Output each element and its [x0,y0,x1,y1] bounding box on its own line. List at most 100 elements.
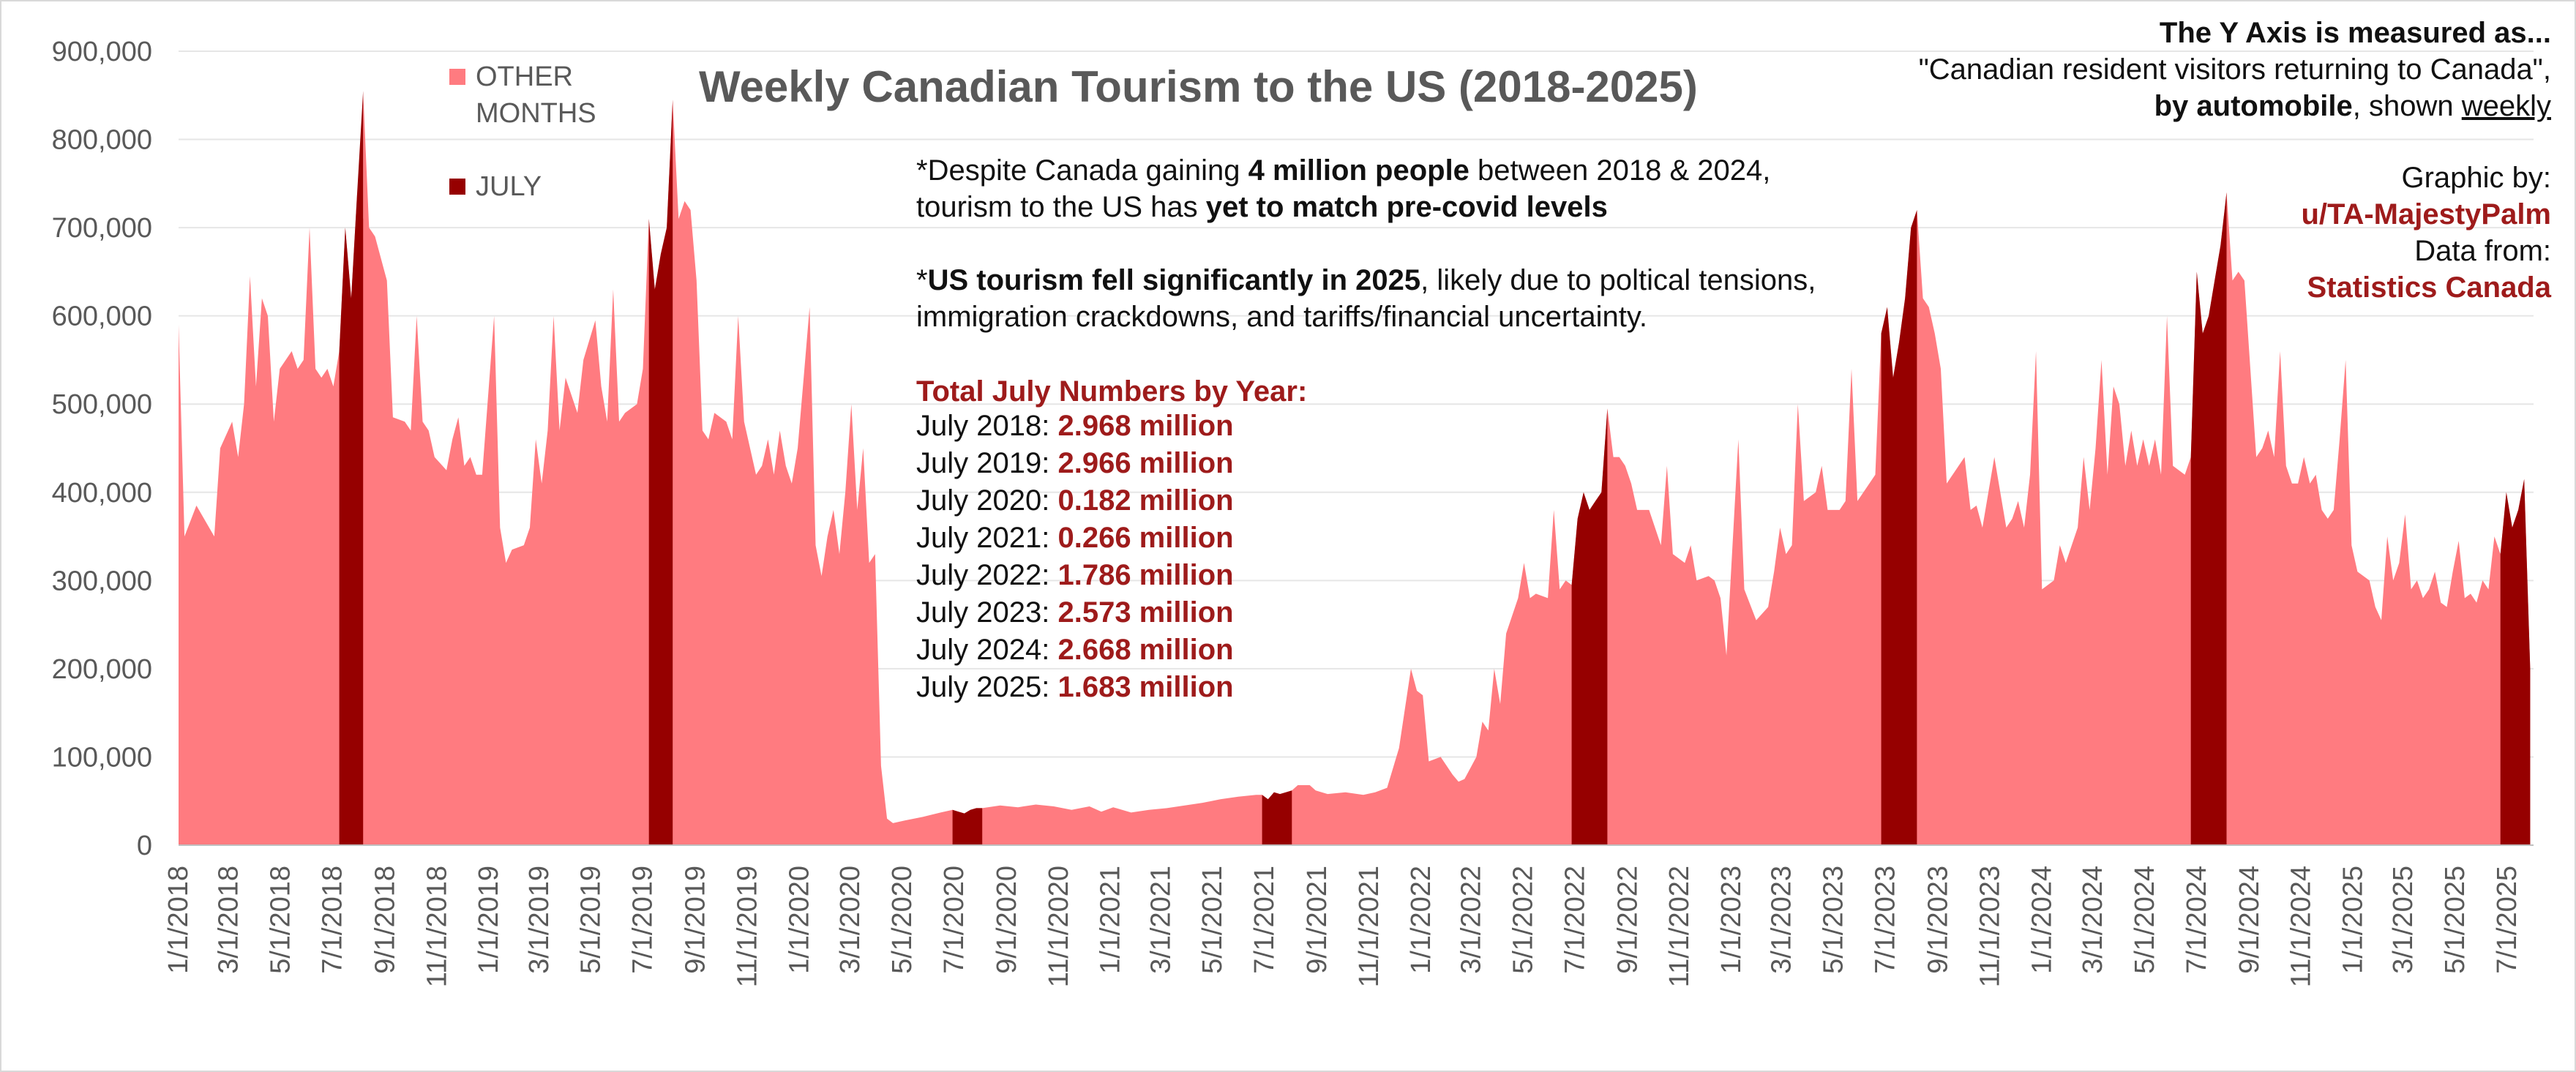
x-tick-label: 7/1/2018 [317,866,348,974]
chart-title: Weekly Canadian Tourism to the US (2018-… [699,62,1698,111]
axis-note: The Y Axis is measured as... "Canadian r… [1919,15,2551,124]
axis-note-line-2: "Canadian resident visitors returning to… [1918,53,2551,86]
series-area-july [2190,192,2227,845]
july-total-label: July 2024: [916,634,1058,666]
credits-author: u/TA-MajestyPalm [2301,198,2551,230]
note-text: * [916,264,928,296]
y-tick-label: 0 [137,831,152,861]
credits: Graphic by: u/TA-MajestyPalm Data from: … [2301,160,2551,306]
july-total-row: July 2021: 0.266 million [916,522,1234,555]
x-tick-label: 7/1/2024 [2182,866,2212,974]
x-tick-label: 5/1/2023 [1819,866,1849,974]
note-line-1: *Despite Canada gaining 4 million people… [916,152,1770,189]
x-tick-label: 7/1/2023 [1870,866,1901,974]
x-tick-label: 5/1/2021 [1197,866,1228,974]
x-tick-label: 9/1/2024 [2234,866,2265,974]
july-total-row: July 2019: 2.966 million [916,447,1234,480]
axis-note-line-1: The Y Axis is measured as... [2159,17,2551,49]
july-total-value: 2.966 million [1057,447,1234,479]
july-total-label: July 2019: [916,447,1058,479]
x-tick-label: 5/1/2025 [2440,866,2471,974]
x-axis: 1/1/2018 3/1/2018 5/1/2018 7/1/2018 9/1/2018… [163,866,2523,987]
series-area-july [1571,408,1608,845]
x-tick-label: 9/1/2019 [681,866,711,974]
x-tick-label: 3/1/2022 [1456,866,1486,974]
credits-data-label: Data from: [2414,235,2551,267]
x-tick-label: 7/1/2019 [628,866,659,974]
july-total-row: July 2024: 2.668 million [916,634,1234,667]
x-tick-label: 11/1/2023 [1974,866,2005,987]
note-bold: yet to match pre-covid levels [1205,191,1608,223]
y-tick-label: 800,000 [52,125,152,156]
legend-label-july: JULY [476,171,542,202]
x-tick-label: 1/1/2018 [163,866,194,974]
july-total-row: July 2018: 2.968 million [916,410,1234,443]
legend-label-other-2: MONTHS [476,98,596,129]
x-tick-label: 9/1/2022 [1612,866,1643,974]
note-text: immigration crackdowns, and tariffs/fina… [916,301,1647,333]
note-line-3: *US tourism fell significantly in 2025, … [916,262,1816,299]
legend-swatch-other [449,69,465,85]
series-area-july [1262,790,1292,845]
x-tick-label: 3/1/2020 [835,866,866,974]
series-area-july [2500,479,2531,845]
x-tick-label: 5/1/2019 [576,866,607,974]
july-total-label: July 2023: [916,596,1058,629]
y-tick-label: 600,000 [52,301,152,332]
x-tick-label: 7/1/2020 [939,866,970,974]
note-bold: 4 million people [1248,154,1469,187]
july-total-value: 2.968 million [1057,410,1234,442]
legend-swatch-july [449,179,465,195]
y-tick-label: 700,000 [52,213,152,244]
x-tick-label: 3/1/2024 [2078,866,2108,974]
july-total-value: 0.266 million [1057,522,1234,554]
x-tick-label: 1/1/2023 [1716,866,1747,974]
july-totals-heading: Total July Numbers by Year: [916,375,1308,408]
note-line-4: immigration crackdowns, and tariffs/fina… [916,299,1647,335]
x-tick-label: 11/1/2019 [732,866,763,987]
series-area-july [648,100,673,846]
july-total-value: 2.668 million [1057,634,1234,666]
x-tick-label: 5/1/2020 [887,866,918,974]
axis-note-underline: weekly [2461,90,2551,122]
y-tick-label: 100,000 [52,742,152,773]
y-tick-label: 300,000 [52,566,152,596]
x-tick-label: 1/1/2021 [1096,866,1126,974]
july-total-row: July 2023: 2.573 million [916,596,1234,629]
july-total-value: 2.573 million [1057,596,1234,629]
july-total-label: July 2018: [916,410,1058,442]
x-tick-label: 11/1/2024 [2286,866,2317,987]
y-tick-label: 200,000 [52,654,152,685]
legend-label-other-1: OTHER [476,61,573,92]
x-tick-label: 7/1/2021 [1249,866,1280,974]
x-tick-label: 1/1/2022 [1406,866,1437,974]
series-area-other-months [179,91,2531,845]
note-text: *Despite Canada gaining [916,154,1248,187]
x-tick-label: 11/1/2018 [422,866,452,987]
y-tick-label: 400,000 [52,478,152,509]
x-tick-label: 11/1/2022 [1664,866,1695,987]
note-text: between 2018 & 2024, [1469,154,1771,187]
x-tick-label: 7/1/2022 [1560,866,1590,974]
x-tick-label: 5/1/2022 [1508,866,1538,974]
x-tick-label: 9/1/2020 [992,866,1022,974]
july-total-row: July 2022: 1.786 million [916,559,1234,592]
july-total-row: July 2020: 0.182 million [916,484,1234,517]
x-tick-label: 1/1/2019 [473,866,504,974]
x-tick-label: 3/1/2018 [214,866,244,974]
note-text: tourism to the US has [916,191,1206,223]
july-total-value: 0.182 million [1057,484,1234,517]
legend: OTHER MONTHS JULY [449,59,625,205]
x-tick-label: 1/1/2024 [2026,866,2057,974]
credits-graphic-label: Graphic by: [2401,162,2551,194]
note-line-2: tourism to the US has yet to match pre-c… [916,189,1608,225]
x-tick-label: 11/1/2021 [1354,866,1385,987]
area-series [179,91,2534,846]
x-tick-label: 7/1/2025 [2492,866,2523,974]
july-total-value: 1.786 million [1057,559,1234,591]
x-tick-label: 5/1/2018 [265,866,296,974]
series-area-july [339,91,364,845]
july-total-row: July 2025: 1.683 million [916,671,1234,704]
axis-note-bold: by automobile [2154,90,2353,122]
